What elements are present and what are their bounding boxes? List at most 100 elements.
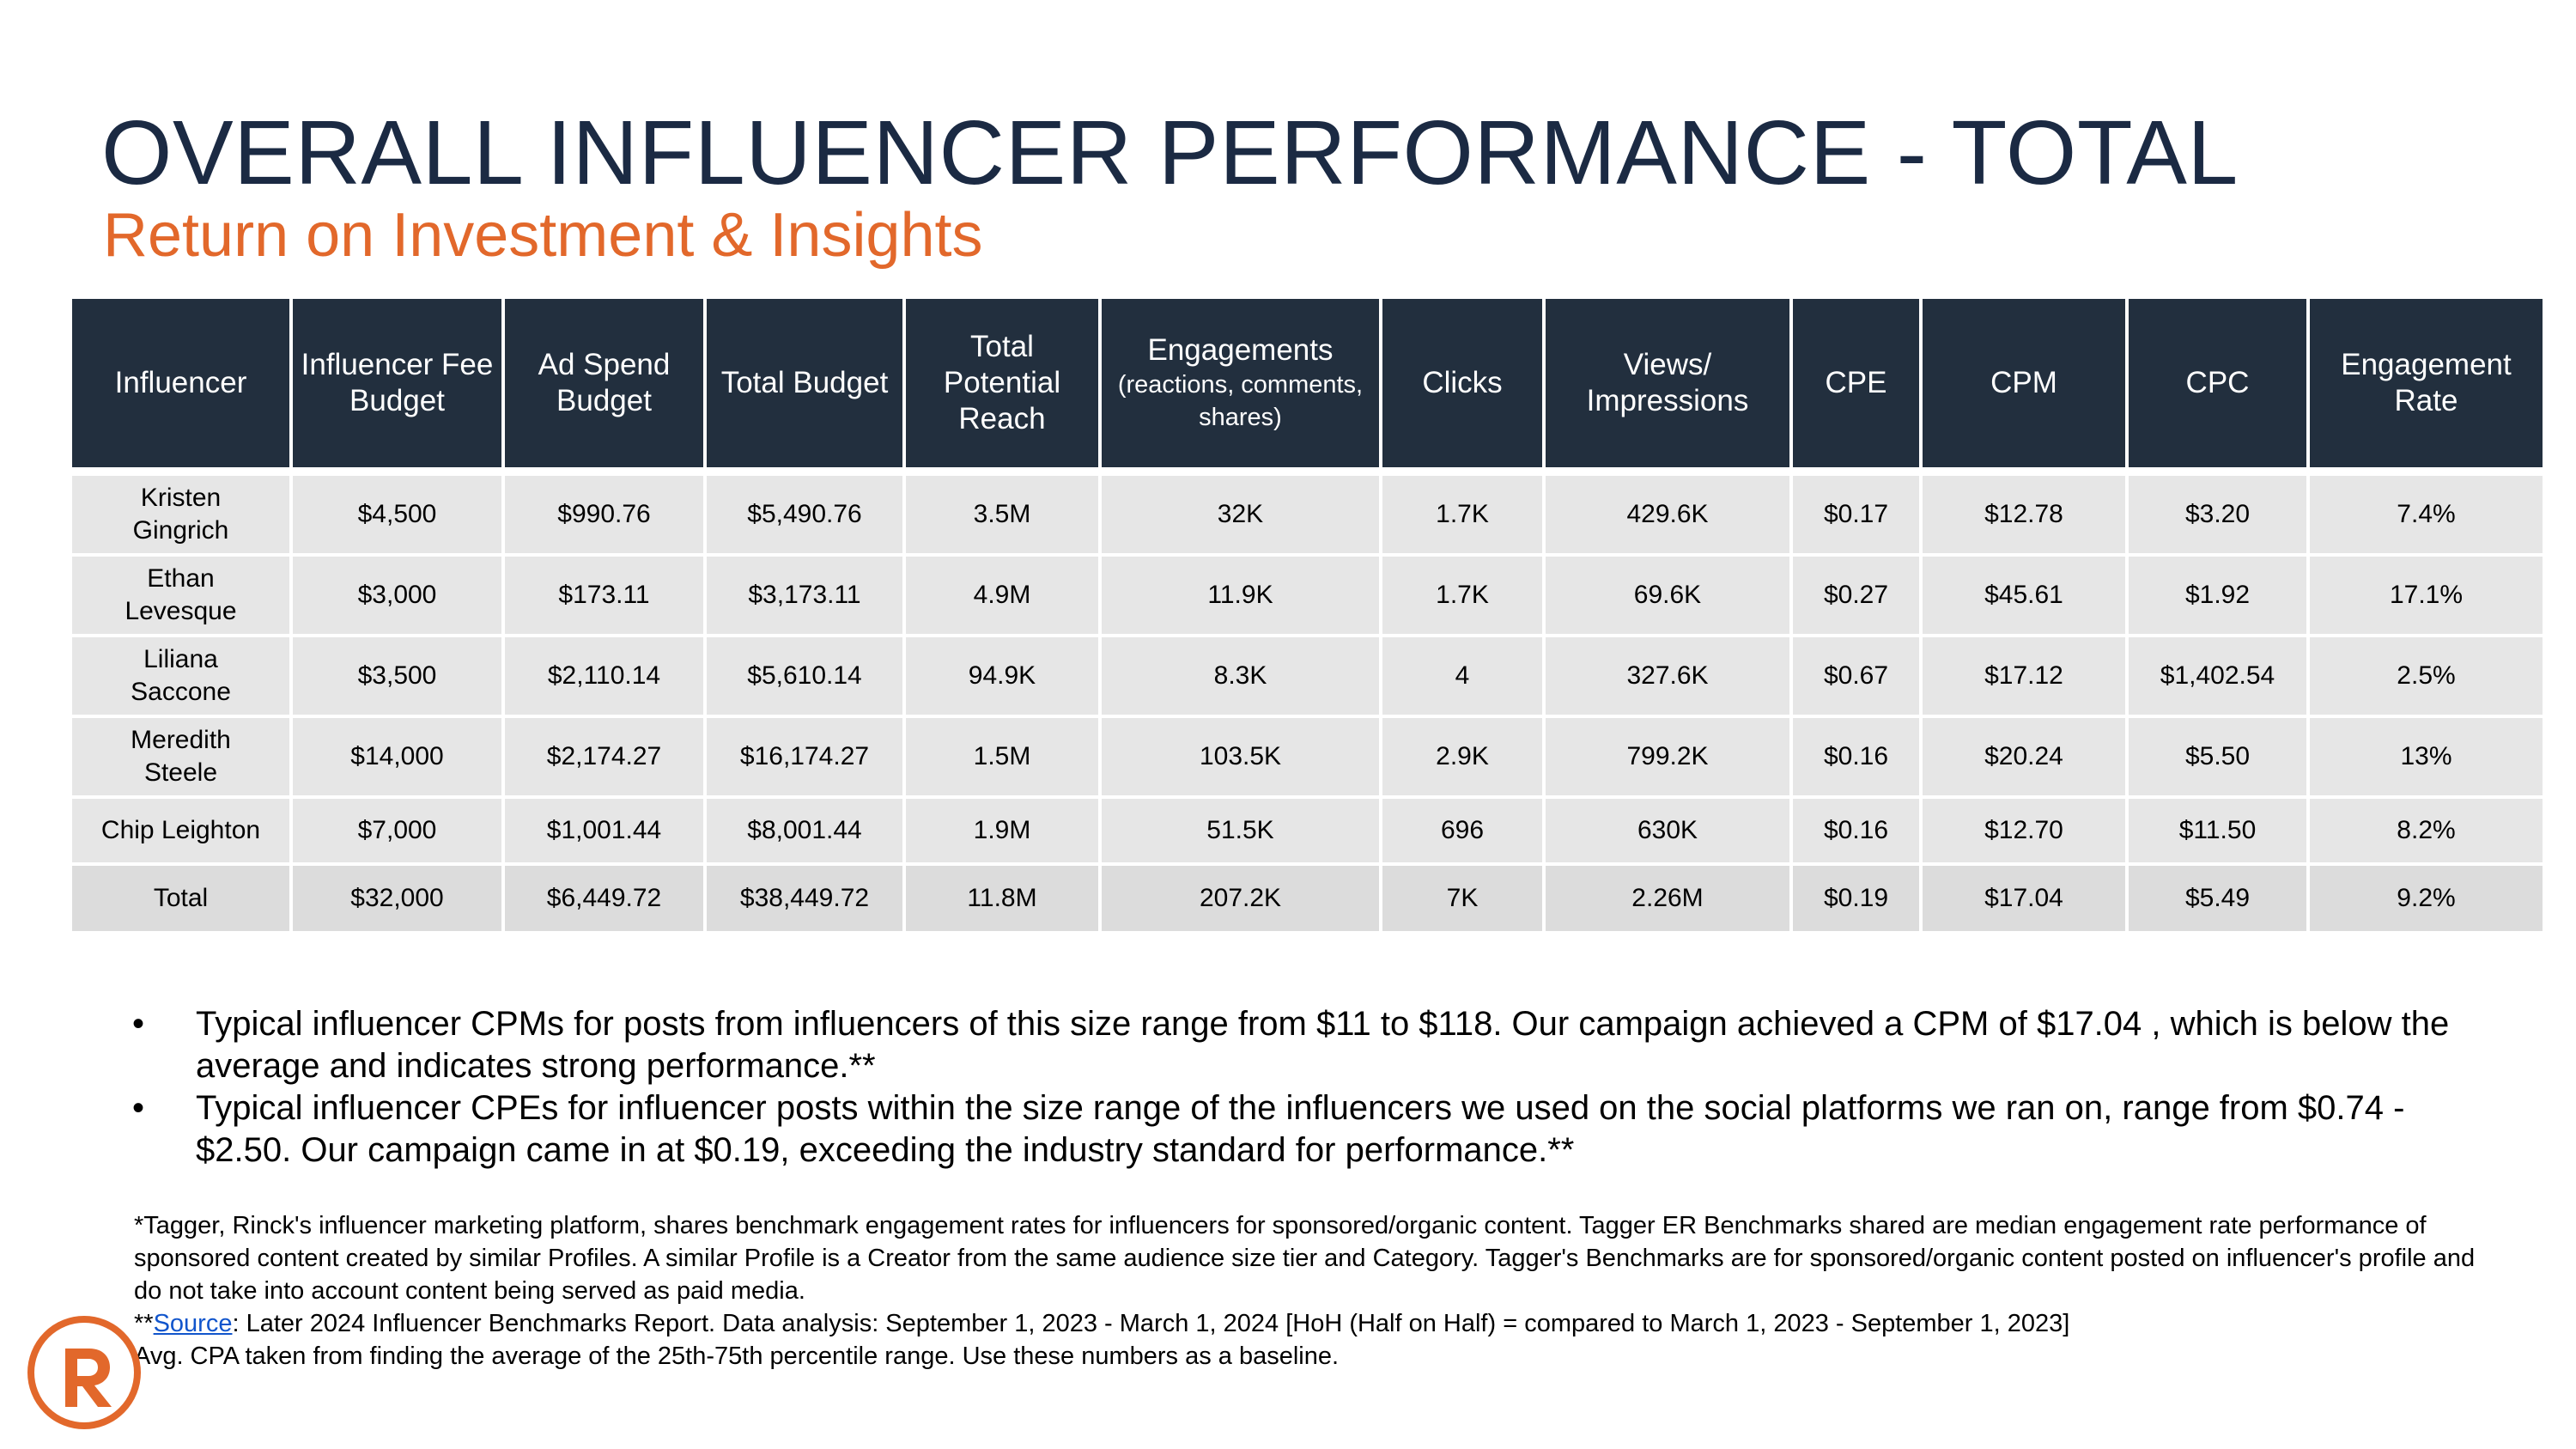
header-influencer-fee-budget: Influencer Fee Budget xyxy=(289,299,505,472)
cell: $16,174.27 xyxy=(703,715,906,799)
cell: $5,610.14 xyxy=(703,634,906,718)
insights-list: • Typical influencer CPMs for posts from… xyxy=(129,1003,2499,1172)
cell: $4,500 xyxy=(289,467,505,557)
cell: $32,000 xyxy=(289,862,505,935)
cell: $0.16 xyxy=(1789,795,1923,866)
cell: $0.27 xyxy=(1789,553,1923,637)
page-title: OVERALL INFLUENCER PERFORMANCE - TOTAL xyxy=(101,102,2239,204)
cell: $6,449.72 xyxy=(501,862,707,935)
cell: $45.61 xyxy=(1919,553,2129,637)
cell: 1.9M xyxy=(902,795,1102,866)
cell: 69.6K xyxy=(1542,553,1793,637)
bullet-marker: • xyxy=(132,1089,145,1127)
cell: $1.92 xyxy=(2125,553,2310,637)
cell-influencer: Kristen Gingrich xyxy=(72,467,293,557)
cell: $5,490.76 xyxy=(703,467,906,557)
footnotes: *Tagger, Rinck's influencer marketing pl… xyxy=(134,1209,2504,1373)
cell: $3,000 xyxy=(289,553,505,637)
cell: 17.1% xyxy=(2306,553,2543,637)
footnote-tagger: *Tagger, Rinck's influencer marketing pl… xyxy=(134,1212,2476,1305)
cell: $38,449.72 xyxy=(703,862,906,935)
cell: $0.17 xyxy=(1789,467,1923,557)
cell: $12.78 xyxy=(1919,467,2129,557)
bullet-text: Typical influencer CPMs for posts from i… xyxy=(196,1005,2450,1085)
cell: 630K xyxy=(1542,795,1793,866)
header-views-impressions: Views/ Impressions xyxy=(1542,299,1793,472)
cell: 799.2K xyxy=(1542,715,1793,799)
cell: 51.5K xyxy=(1098,795,1382,866)
header-total-potential-reach: Total Potential Reach xyxy=(902,299,1102,472)
cell: $5.50 xyxy=(2125,715,2310,799)
cell: 32K xyxy=(1098,467,1382,557)
cell: 2.26M xyxy=(1542,862,1793,935)
table-row: Liliana Saccone $3,500 $2,110.14 $5,610.… xyxy=(72,634,2543,718)
table-header-row: Influencer Influencer Fee Budget Ad Spen… xyxy=(72,299,2543,472)
header-cpm: CPM xyxy=(1919,299,2129,472)
cell: $2,174.27 xyxy=(501,715,707,799)
header-total-budget: Total Budget xyxy=(703,299,906,472)
header-cpe: CPE xyxy=(1789,299,1923,472)
bullet-marker: • xyxy=(132,1005,145,1043)
cell: $1,402.54 xyxy=(2125,634,2310,718)
cell: $17.12 xyxy=(1919,634,2129,718)
cell: $2,110.14 xyxy=(501,634,707,718)
footnote-cpa: Avg. CPA taken from finding the average … xyxy=(134,1342,1340,1370)
cell: 696 xyxy=(1379,795,1546,866)
cell: 94.9K xyxy=(902,634,1102,718)
performance-table: Influencer Influencer Fee Budget Ad Spen… xyxy=(72,299,2543,935)
bullet-text: Typical influencer CPEs for influencer p… xyxy=(196,1089,2405,1169)
cell: $990.76 xyxy=(501,467,707,557)
header-engagements-sub: (reactions, comments, shares) xyxy=(1117,371,1364,431)
cell: 3.5M xyxy=(902,467,1102,557)
table-total-row: Total $32,000 $6,449.72 $38,449.72 11.8M… xyxy=(72,862,2543,935)
cell: $11.50 xyxy=(2125,795,2310,866)
cell: 4 xyxy=(1379,634,1546,718)
footnote-source-text: : Later 2024 Influencer Benchmarks Repor… xyxy=(232,1310,2070,1337)
cell: $3,500 xyxy=(289,634,505,718)
cell-influencer: Liliana Saccone xyxy=(72,634,293,718)
header-influencer: Influencer xyxy=(72,299,293,472)
cell: $3.20 xyxy=(2125,467,2310,557)
header-ad-spend-budget: Ad Spend Budget xyxy=(501,299,707,472)
cell: 1.7K xyxy=(1379,553,1546,637)
cell: 2.5% xyxy=(2306,634,2543,718)
cell: $20.24 xyxy=(1919,715,2129,799)
list-item: • Typical influencer CPEs for influencer… xyxy=(129,1087,2499,1172)
cell: $0.19 xyxy=(1789,862,1923,935)
cell-influencer: Ethan Levesque xyxy=(72,553,293,637)
header-engagement-rate: Engagement Rate xyxy=(2306,299,2543,472)
cell: 7K xyxy=(1379,862,1546,935)
footnote-source-prefix: ** xyxy=(134,1310,154,1337)
cell: 11.9K xyxy=(1098,553,1382,637)
cell: 429.6K xyxy=(1542,467,1793,557)
source-link[interactable]: Source xyxy=(153,1310,233,1337)
header-cpc: CPC xyxy=(2125,299,2310,472)
cell: $3,173.11 xyxy=(703,553,906,637)
list-item: • Typical influencer CPMs for posts from… xyxy=(129,1003,2499,1087)
cell: 7.4% xyxy=(2306,467,2543,557)
cell: $8,001.44 xyxy=(703,795,906,866)
cell: $7,000 xyxy=(289,795,505,866)
rinck-r-logo-icon xyxy=(26,1314,143,1431)
page-subtitle: Return on Investment & Insights xyxy=(103,201,983,270)
cell: 13% xyxy=(2306,715,2543,799)
cell: $5.49 xyxy=(2125,862,2310,935)
cell: 9.2% xyxy=(2306,862,2543,935)
cell: 207.2K xyxy=(1098,862,1382,935)
header-engagements-label: Engagements xyxy=(1147,333,1334,367)
table-row: Ethan Levesque $3,000 $173.11 $3,173.11 … xyxy=(72,553,2543,637)
cell: 103.5K xyxy=(1098,715,1382,799)
cell: $17.04 xyxy=(1919,862,2129,935)
cell: $12.70 xyxy=(1919,795,2129,866)
cell: 8.3K xyxy=(1098,634,1382,718)
table-row: Chip Leighton $7,000 $1,001.44 $8,001.44… xyxy=(72,795,2543,866)
table-row: Kristen Gingrich $4,500 $990.76 $5,490.7… xyxy=(72,467,2543,557)
table-row: Meredith Steele $14,000 $2,174.27 $16,17… xyxy=(72,715,2543,799)
cell: $0.67 xyxy=(1789,634,1923,718)
cell: 11.8M xyxy=(902,862,1102,935)
cell: $173.11 xyxy=(501,553,707,637)
cell-total-label: Total xyxy=(72,862,293,935)
cell: 4.9M xyxy=(902,553,1102,637)
cell: $0.16 xyxy=(1789,715,1923,799)
cell: 2.9K xyxy=(1379,715,1546,799)
